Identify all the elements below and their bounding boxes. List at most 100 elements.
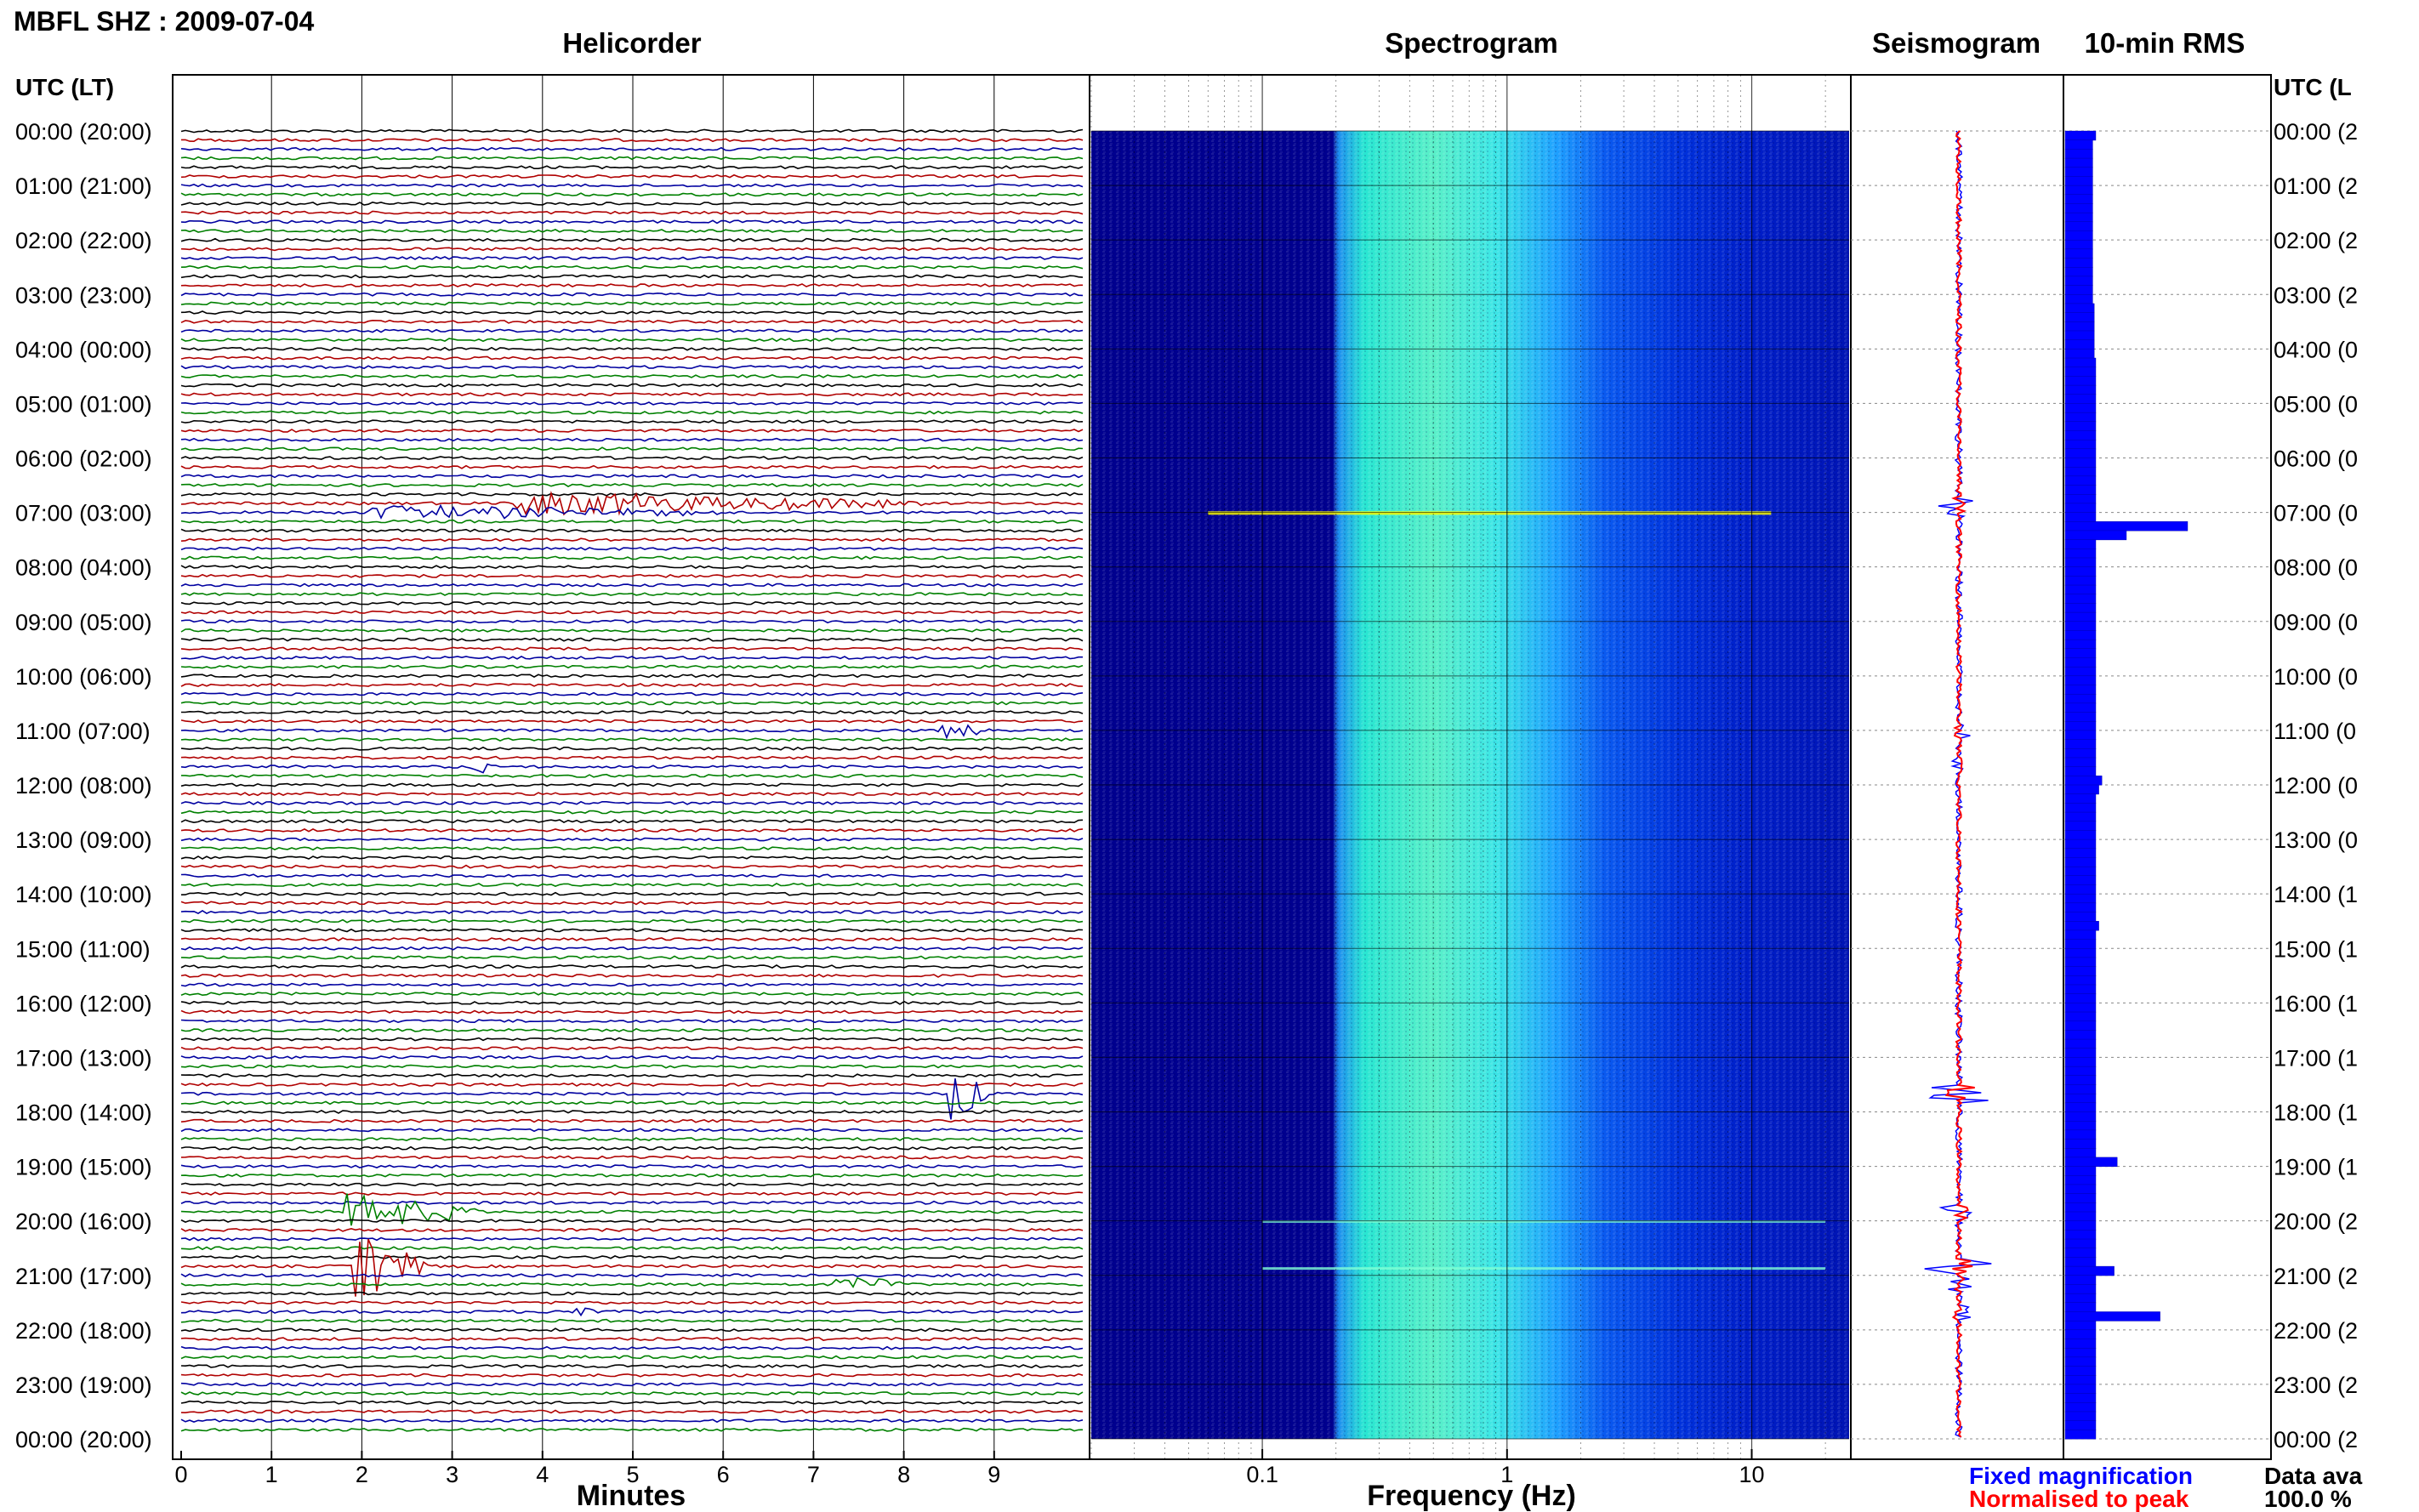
rms-bar — [2064, 1311, 2160, 1322]
hour-label-right: 05:00 (0 — [2274, 391, 2358, 417]
rms-bar — [2064, 902, 2097, 913]
helicorder-trace — [180, 719, 1084, 724]
rms-bar — [2064, 149, 2093, 159]
hour-label-right: 19:00 (1 — [2274, 1155, 2358, 1180]
rms-bar — [2064, 630, 2097, 640]
hour-label-right: 02:00 (2 — [2274, 228, 2358, 253]
helicorder-trace — [180, 1327, 1084, 1333]
rms-bar — [2064, 1038, 2097, 1049]
helicorder-trace — [180, 338, 1084, 343]
helicorder-trace — [180, 519, 1084, 524]
helicorder-trace — [180, 555, 1084, 560]
helicorder-trace — [180, 1236, 1084, 1242]
helicorder-trace — [180, 274, 1084, 279]
rms-bar — [2064, 948, 2097, 958]
hour-label-left: 12:00 (08:00) — [15, 773, 152, 799]
helicorder-trace — [180, 401, 1084, 406]
helicorder-trace — [180, 410, 1084, 415]
utc-label-right: UTC (L — [2274, 74, 2352, 100]
spectrogram-event — [1208, 511, 1772, 515]
helicorder-trace — [180, 173, 1084, 179]
rms-bar — [2064, 394, 2097, 404]
helicorder-trace — [180, 301, 1084, 306]
rms-title: 10-min RMS — [2085, 27, 2245, 59]
utc-label-left: UTC (LT) — [15, 74, 114, 100]
helicorder-trace — [180, 837, 1084, 842]
hour-label-right: 08:00 (0 — [2274, 555, 2358, 581]
helicorder-xtick-label: 0 — [174, 1462, 187, 1487]
helicorder-trace — [180, 503, 1084, 520]
rms-bar — [2064, 458, 2097, 468]
rms-bar — [2064, 512, 2097, 522]
helicorder-trace — [180, 691, 1084, 696]
helicorder-trace — [181, 773, 1084, 778]
helicorder-trace — [180, 283, 1084, 287]
helicorder-trace — [180, 537, 1084, 543]
rms-bar — [2064, 1265, 2114, 1276]
rms-bar — [2064, 276, 2093, 287]
helicorder-trace — [180, 183, 1084, 188]
helicorder-trace — [180, 637, 1084, 642]
helicorder-trace — [180, 264, 1084, 270]
rms-bar — [2064, 258, 2093, 268]
hour-label-left: 11:00 (07:00) — [15, 719, 151, 744]
helicorder-trace — [180, 1345, 1084, 1350]
rms-bar — [2064, 1011, 2097, 1022]
helicorder-trace — [180, 1238, 1084, 1297]
rms-bar — [2064, 657, 2097, 668]
helicorder-trace — [180, 1128, 1084, 1133]
helicorder-trace — [180, 955, 1084, 960]
rms-bar — [2064, 221, 2093, 231]
hour-label-left: 02:00 (22:00) — [15, 228, 152, 253]
helicorder-trace — [180, 619, 1084, 624]
rms-bar — [2064, 1329, 2097, 1340]
helicorder-xtick-label: 1 — [265, 1462, 278, 1487]
rms-bar — [2064, 893, 2097, 904]
helicorder-trace — [180, 492, 1084, 497]
rms-bar — [2064, 1202, 2097, 1213]
rms-bar — [2064, 1166, 2097, 1176]
rms-bar — [2064, 248, 2093, 259]
helicorder-title: Helicorder — [562, 27, 701, 59]
helicorder-trace — [180, 1355, 1083, 1360]
helicorder-trace — [181, 710, 1084, 715]
helicorder-trace — [180, 310, 1084, 315]
helicorder-trace — [180, 256, 1084, 260]
helicorder-trace — [180, 1400, 1084, 1405]
rms-bar — [2064, 884, 2097, 895]
hour-label-right: 20:00 (2 — [2274, 1209, 2358, 1235]
helicorder-trace — [180, 810, 1084, 815]
rms-bar — [2064, 1284, 2097, 1294]
helicorder-trace — [180, 490, 1084, 516]
rms-bar — [2064, 430, 2097, 441]
rms-bar — [2064, 412, 2097, 423]
helicorder-trace — [180, 1418, 1084, 1424]
helicorder-xtick-label: 6 — [717, 1462, 730, 1487]
station-title: MBFL SHZ : 2009-07-04 — [14, 6, 315, 37]
rms-bar — [2064, 448, 2097, 459]
spectrogram-panel: 0.1 1 10 Frequency (Hz) — [1089, 74, 1852, 1512]
helicorder-trace — [180, 247, 1084, 252]
helicorder-trace — [180, 1078, 1084, 1120]
rms-bar — [2064, 566, 2097, 577]
rms-bar — [2064, 403, 2097, 413]
rms-bar — [2064, 576, 2097, 586]
helicorder-trace — [180, 973, 1084, 978]
helicorder-trace — [180, 528, 1084, 533]
rms-bar — [2064, 230, 2093, 241]
rms-bar — [2064, 139, 2093, 150]
helicorder-trace — [180, 1307, 1084, 1317]
helicorder-trace — [180, 229, 1084, 233]
helicorder-trace — [180, 674, 1084, 679]
rms-bar — [2064, 929, 2097, 941]
hour-label-right: 09:00 (0 — [2274, 610, 2358, 635]
helicorder-trace — [180, 165, 1084, 170]
rms-bar — [2064, 1111, 2097, 1122]
hour-label-right: 21:00 (2 — [2274, 1264, 2358, 1289]
rms-bar — [2064, 1129, 2097, 1140]
helicorder-trace — [180, 1337, 1084, 1341]
hour-label-right: 04:00 (0 — [2274, 337, 2358, 362]
helicorder-trace — [180, 464, 1084, 469]
helicorder-trace — [180, 346, 1084, 351]
rms-bar — [2064, 784, 2099, 795]
